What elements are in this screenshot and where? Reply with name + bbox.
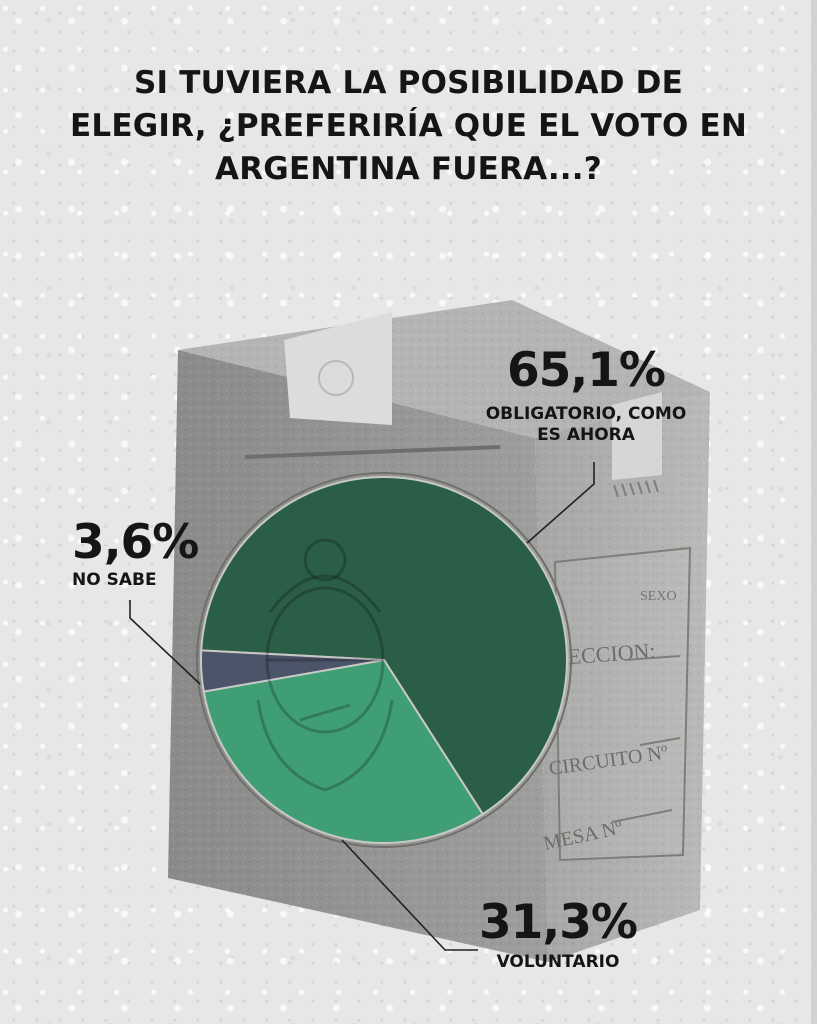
chart-title: SI TUVIERA LA POSIBILIDAD DE ELEGIR, ¿PR…: [30, 62, 787, 191]
form-panel: [553, 546, 692, 862]
ballot-slot: [244, 445, 501, 459]
label-voluntario: 31,3% VOLUNTARIO: [468, 898, 648, 973]
vent-grille-icon: [613, 479, 659, 498]
label-obligatorio: 65,1% OBLIGATORIO, COMO ES AHORA: [446, 346, 726, 446]
leader-line-voluntario: [341, 839, 478, 951]
category-label-obligatorio-line-1: OBLIGATORIO, COMO: [485, 404, 687, 424]
form-field-sexo: SEXO: [640, 589, 677, 604]
value-label-obligatorio: 65,1%: [506, 343, 666, 398]
title-line-2: ELEGIR, ¿PREFERIRÍA QUE EL VOTO EN: [69, 108, 748, 144]
title-line-3: ARGENTINA FUERA...?: [215, 151, 602, 187]
category-label-no-sabe: NO SABE: [72, 570, 157, 590]
seal-emblem-icon: [318, 360, 354, 396]
right-edge-strip: [811, 0, 817, 1024]
pie-slice-voluntario: [202, 658, 485, 844]
seal-paper-top: [284, 312, 392, 425]
value-label-voluntario: 31,3%: [478, 895, 638, 950]
leader-line-obligatorio: [526, 462, 595, 544]
pie-chart: [196, 472, 572, 848]
leader-line-no-sabe: [129, 600, 201, 685]
category-label-voluntario: VOLUNTARIO: [496, 952, 620, 972]
category-label-obligatorio-line-2: ES AHORA: [537, 425, 635, 445]
coat-of-arms-icon: [256, 538, 394, 792]
pie-slice-no-sabe: [200, 649, 385, 693]
label-no-sabe: 3,6% NO SABE: [72, 515, 199, 591]
seal-paper-side: [612, 392, 662, 480]
title-line-1: SI TUVIERA LA POSIBILIDAD DE: [133, 65, 683, 101]
pie-slice-obligatorio: [200, 476, 568, 816]
value-label-no-sabe: 3,6%: [72, 515, 199, 570]
